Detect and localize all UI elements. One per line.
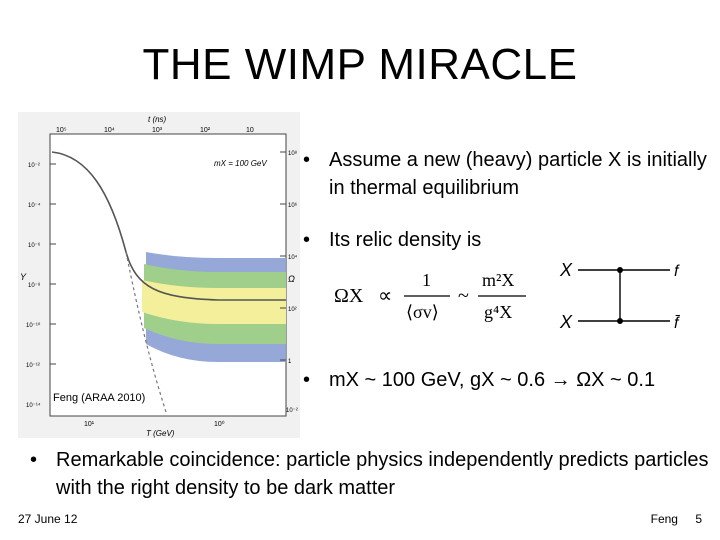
freeze-out-plot: t (ns) 10⁵ 10⁴ 10³ 10² 10 Y 10⁻² 10⁻⁴ 10… [18,112,300,438]
feynman-svg: X X f f̄ [559,260,681,332]
bullet-text: mX ~ 100 GeV, gX ~ 0.6 → ΩX ~ 0.1 [329,369,656,391]
footer-author: Feng [650,512,678,526]
footer-right: Feng 5 [637,512,702,526]
left-tick-5: 10⁻¹² [26,363,40,369]
yellow-band [142,280,286,324]
slide-title: THE WIMP MIRACLE [142,40,578,89]
top-tick-0: 10⁵ [56,127,67,134]
right-tick-3: 10² [288,307,297,313]
bottom-tick-1: 10⁰ [214,420,225,428]
feynman-diagram: X X f f̄ [548,254,698,334]
right-tick-1: 10⁶ [288,202,298,209]
right-tick-5: 10⁻² [286,408,298,414]
right-tick-0: 10⁸ [288,150,298,157]
bullet-dot: • [303,149,311,171]
bottom-tick-0: 10¹ [84,421,95,428]
page-number: 5 [695,512,702,526]
left-tick-1: 10⁻⁴ [28,202,41,209]
top-tick-3: 10² [200,127,211,134]
figure-caption: Feng (ARAA 2010) [52,392,147,404]
bullet-text: Its relic density is [329,229,482,251]
freeze-out-figure: t (ns) 10⁵ 10⁴ 10³ 10² 10 Y 10⁻² 10⁻⁴ 10… [18,112,300,438]
right-axis-label: Ω [288,274,295,284]
top-axis-label: t (ns) [148,115,167,124]
right-tick-2: 10⁴ [288,254,298,261]
top-tick-4: 10 [246,127,254,134]
left-tick-3: 10⁻⁸ [28,282,41,289]
bullet-text: Remarkable coincidence: particle physics… [56,449,709,499]
footer-date: 27 June 12 [18,512,78,526]
formula-prop: ∝ [378,285,392,307]
bullet-coincidence: • Remarkable coincidence: particle physi… [30,446,710,502]
formula-svg: ΩX ∝ 1 ⟨σv⟩ ~ m²X g⁴X [334,270,526,322]
feyn-in1: X [559,260,573,280]
vertex-bottom [617,318,623,324]
feyn-in2: X [559,312,573,332]
formula-den2: g⁴X [484,302,512,322]
bullet-dot: • [30,449,38,471]
left-axis-label: Y [20,272,27,282]
top-tick-2: 10³ [152,127,163,134]
right-tick-4: 1 [288,359,292,365]
formula-sim: ~ [458,285,469,307]
bullet-dot: • [303,369,311,391]
bullet-dot: • [303,229,311,251]
relic-density-formula: ΩX ∝ 1 ⟨σv⟩ ~ m²X g⁴X [330,258,530,330]
feyn-out1: f [674,263,680,280]
vertex-top [617,267,623,273]
left-tick-0: 10⁻² [28,163,40,169]
bottom-axis-label: T (GeV) [146,429,175,438]
formula-num2: m²X [482,270,514,290]
mass-label: mX = 100 GeV [214,159,267,168]
left-tick-6: 10⁻¹⁴ [26,402,41,409]
left-tick-2: 10⁻⁶ [28,242,41,249]
left-tick-4: 10⁻¹⁰ [26,322,41,329]
equilibrium-curve [125,251,167,413]
bullet-thermal-equilibrium: • Assume a new (heavy) particle X is ini… [303,146,713,202]
bullet-text: Assume a new (heavy) particle X is initi… [329,149,707,199]
top-tick-1: 10⁴ [104,127,115,134]
formula-denominator: ⟨σv⟩ [406,302,439,322]
bullet-mass-coupling: • mX ~ 100 GeV, gX ~ 0.6 → ΩX ~ 0.1 [303,366,718,394]
formula-omega: ΩX [334,285,364,307]
formula-numerator: 1 [422,270,431,290]
feyn-out2: f̄ [674,315,681,332]
bullet-relic-density: • Its relic density is [303,226,713,254]
